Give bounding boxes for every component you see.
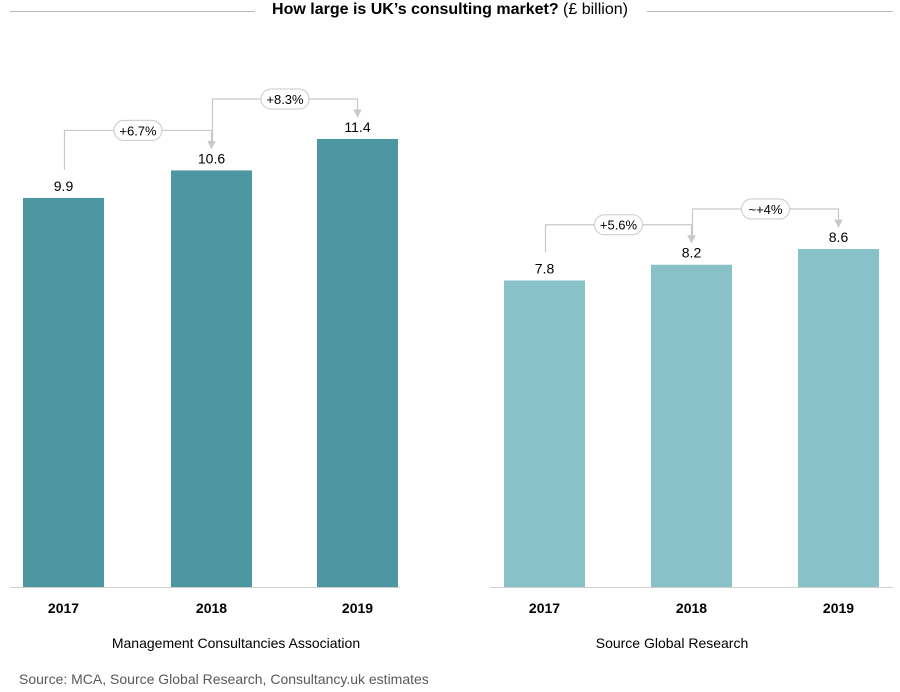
category-label-2018: 2018 xyxy=(676,600,707,616)
bar-panel-1: 9.9 2017 10.6 2018 11.4 2019 Management Consul… xyxy=(10,88,400,651)
growth-connector-2018-2019: ~+4% xyxy=(691,198,843,237)
growth-connector-2017-2018: +5.6% xyxy=(544,214,696,253)
chart-title-main: How large is UK’s consulting market? xyxy=(272,1,559,18)
category-label-2018: 2018 xyxy=(196,600,227,616)
source-note: Source: MCA, Source Global Research, Con… xyxy=(19,671,429,687)
panel-title: Source Global Research xyxy=(596,635,749,651)
growth-badge xyxy=(741,198,790,220)
growth-badge xyxy=(113,119,163,141)
category-label-2019: 2019 xyxy=(342,600,373,616)
category-label-2019: 2019 xyxy=(823,600,854,616)
category-label-2017: 2017 xyxy=(48,600,79,616)
chart-title-row: How large is UK’s consulting market? (£ … xyxy=(0,0,900,24)
title-rule-right xyxy=(647,11,893,12)
bar-panel-2: 7.8 2017 8.2 2018 8.6 2019 Source Global Resea… xyxy=(490,198,893,651)
bar-2018 xyxy=(171,170,252,588)
chart-title-unit: (£ billion) xyxy=(558,1,628,18)
bar-2019 xyxy=(317,138,398,588)
growth-label: +5.6% xyxy=(600,218,638,233)
growth-label: ~+4% xyxy=(749,202,783,217)
bar-2019 xyxy=(798,249,879,587)
title-rule-left xyxy=(10,11,255,12)
growth-connector-2017-2018: +6.7% xyxy=(63,119,216,170)
growth-label: +6.7% xyxy=(119,123,157,138)
value-label-2019: 8.6 xyxy=(829,229,849,245)
category-label-2017: 2017 xyxy=(529,600,560,616)
bar-2017 xyxy=(23,197,104,587)
value-label-2017: 7.8 xyxy=(535,260,555,276)
panel-title: Management Consultancies Association xyxy=(112,635,360,651)
growth-label: +8.3% xyxy=(266,92,304,107)
bar-2017 xyxy=(504,280,585,587)
growth-badge xyxy=(260,88,310,110)
value-label-2017: 9.9 xyxy=(54,178,74,194)
bar-2018 xyxy=(651,264,732,587)
value-label-2018: 8.2 xyxy=(682,245,702,261)
chart-title: How large is UK’s consulting market? (£ … xyxy=(0,1,900,19)
growth-connector-2018-2019: +8.3% xyxy=(211,88,362,143)
value-label-2019: 11.4 xyxy=(344,119,370,135)
value-label-2018: 10.6 xyxy=(198,150,225,166)
growth-badge xyxy=(594,214,643,236)
